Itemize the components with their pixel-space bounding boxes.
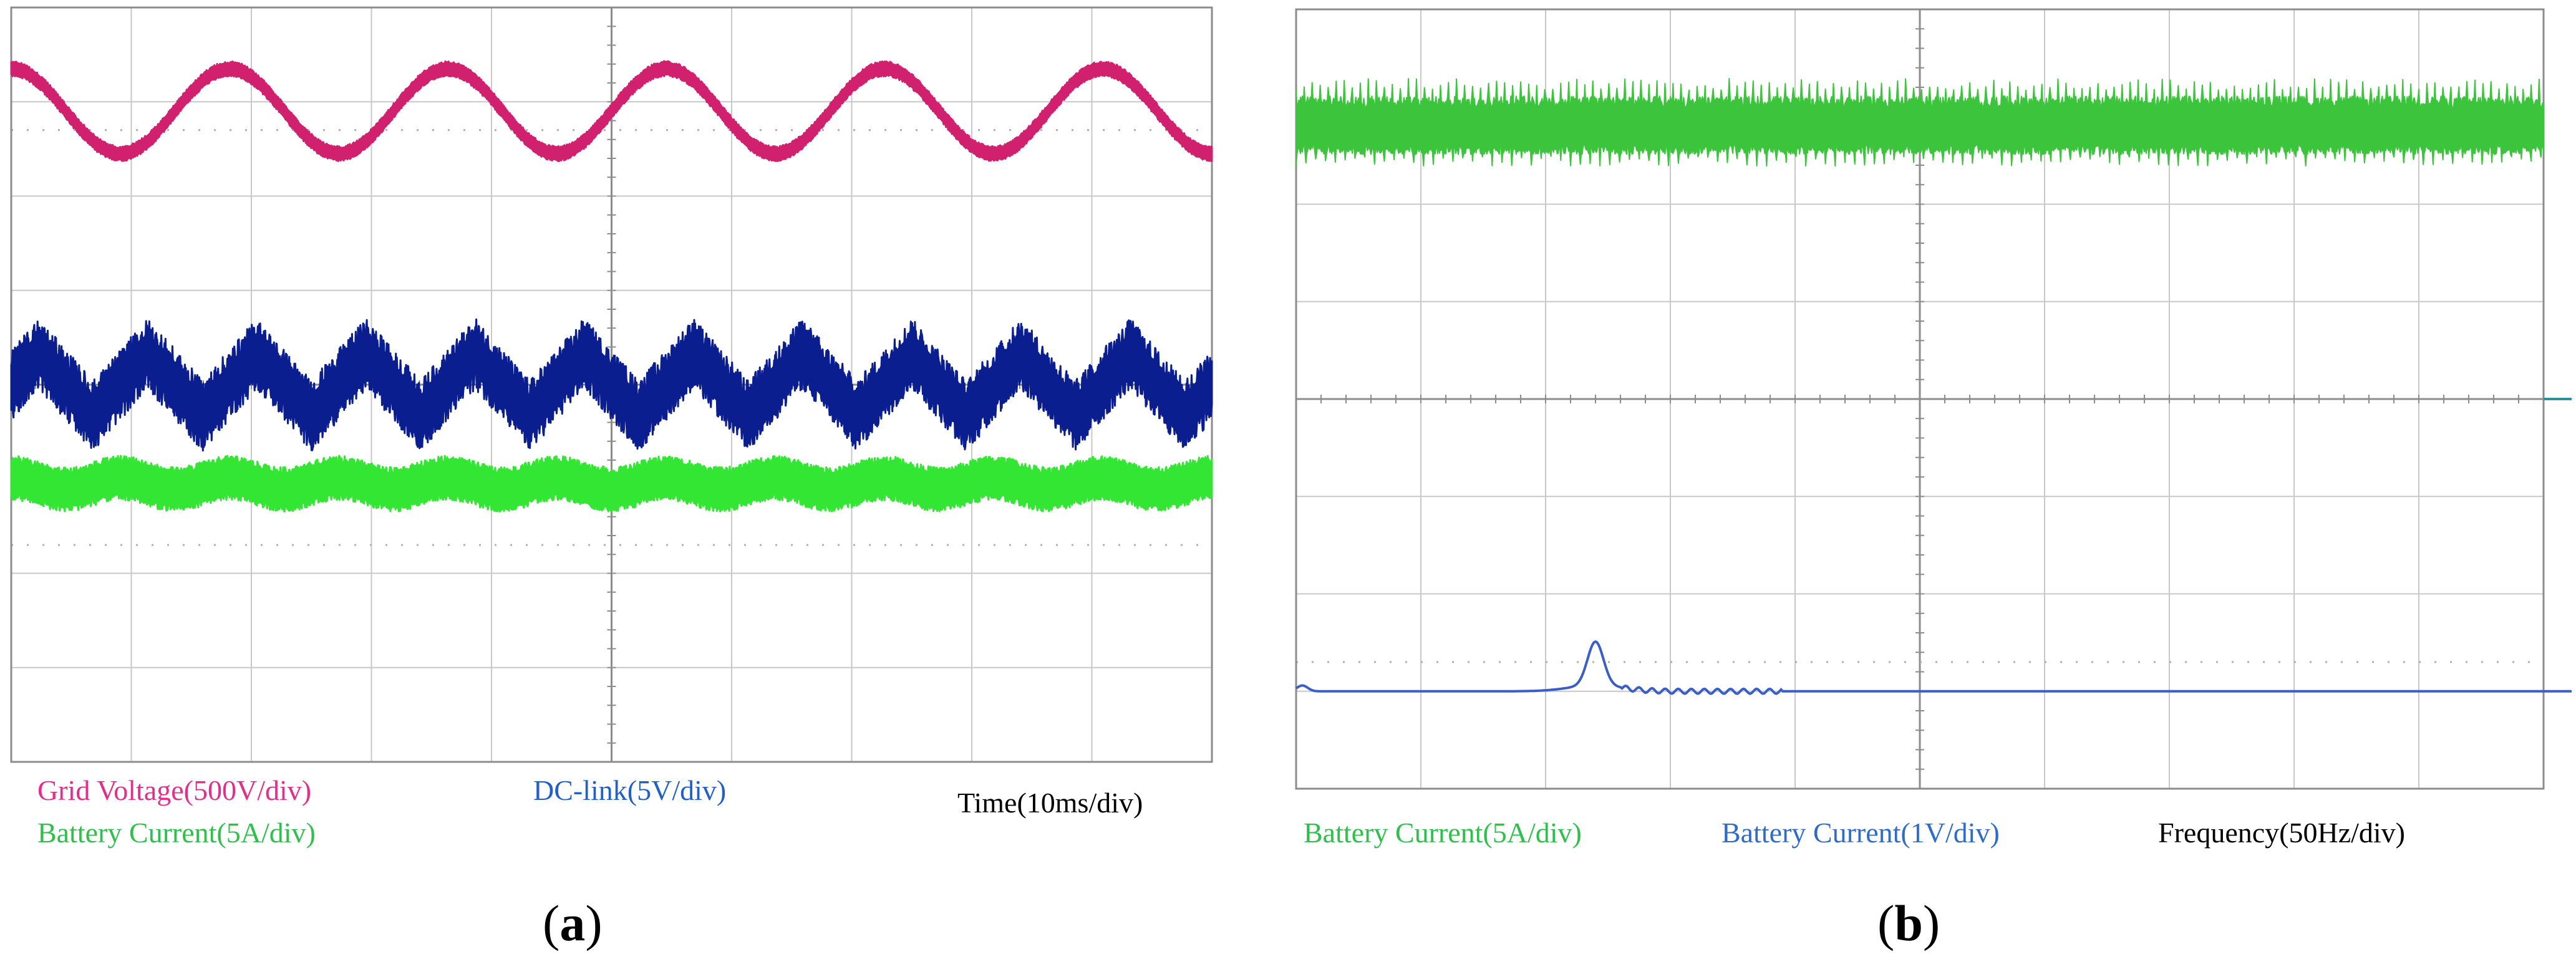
caption-b: (b) <box>1877 895 1940 951</box>
series-dc-link <box>10 318 1213 452</box>
label-battery-current-5a: Battery Current(5A/div) <box>1304 817 1582 849</box>
panel-a: Grid Voltage(500V/div) Battery Current(5… <box>6 0 1223 949</box>
label-dc-link: DC-link(5V/div) <box>533 774 727 806</box>
series-grid-voltage <box>10 60 1213 163</box>
label-grid-voltage: Grid Voltage(500V/div) <box>37 774 312 806</box>
panel-b: Battery Current(5A/div) Battery Current(… <box>1279 0 2576 949</box>
oscilloscope-b <box>1295 8 2572 790</box>
oscilloscope-a <box>10 6 1213 763</box>
label-battery-current: Battery Current(5A/div) <box>37 817 316 849</box>
label-time: Time(10ms/div) <box>957 787 1143 819</box>
label-battery-current-1v: Battery Current(1V/div) <box>1721 817 2000 849</box>
series-battery-current-5a <box>1295 78 2544 167</box>
series-battery-current-1v <box>1295 640 2572 695</box>
label-frequency: Frequency(50Hz/div) <box>2158 817 2405 849</box>
series-battery-current <box>10 455 1213 512</box>
caption-a: (a) <box>543 895 603 951</box>
